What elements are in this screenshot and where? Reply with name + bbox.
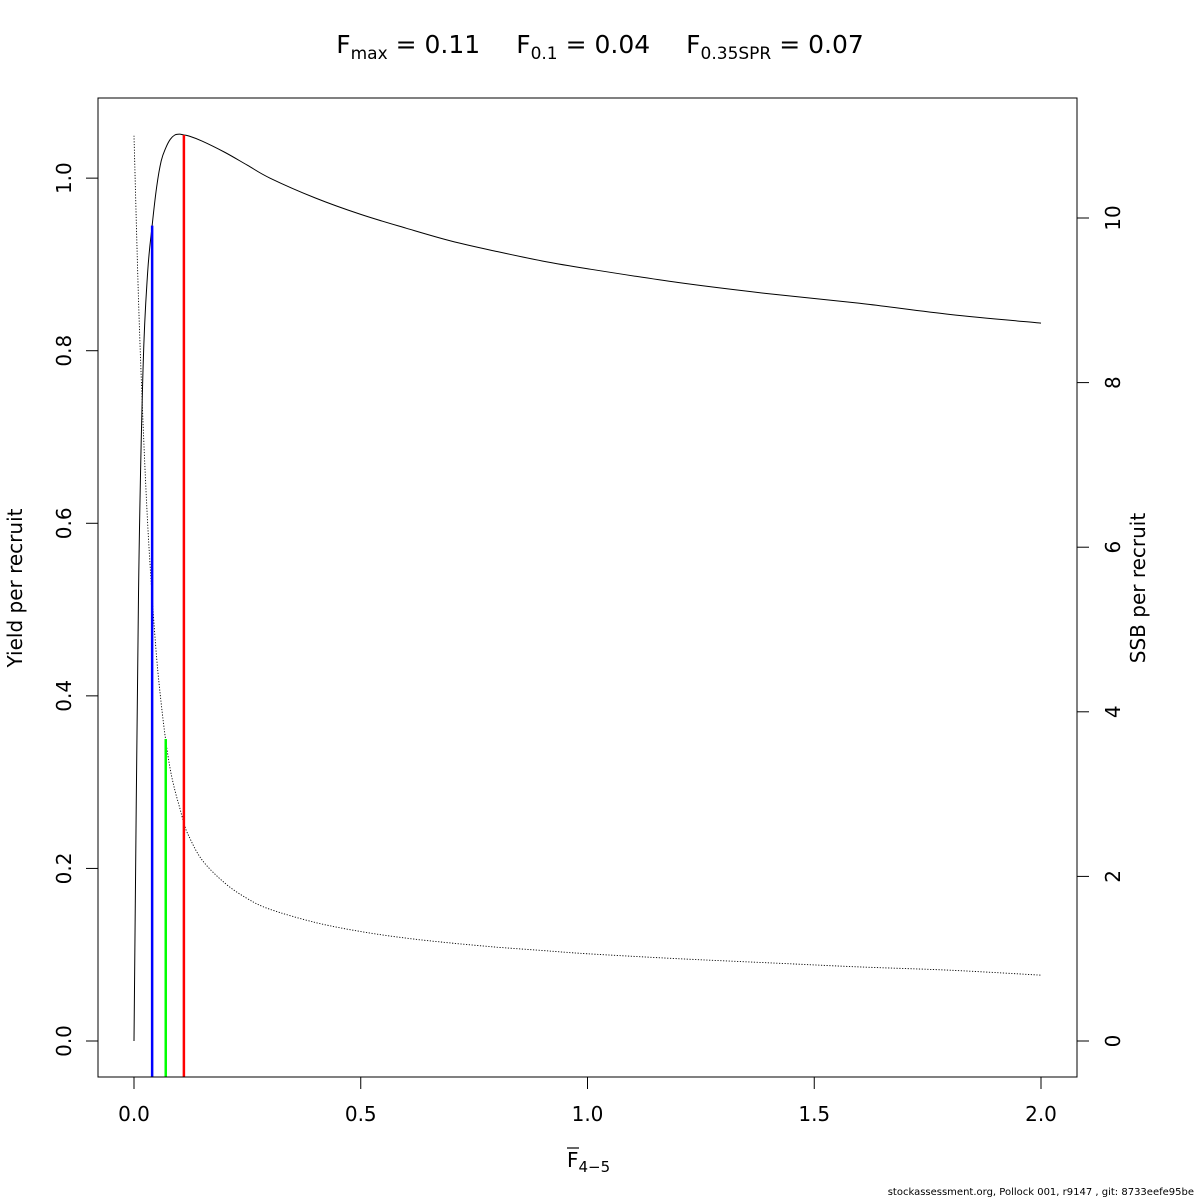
x-tick-label: 2.0 [1025,1102,1057,1126]
title-item-2: F0.35SPR = 0.07 [686,30,864,63]
x-tick-label: 0.0 [118,1102,150,1126]
chart-title: Fmax = 0.11 F0.1 = 0.04 F0.35SPR = 0.07 [0,30,1200,63]
y-left-tick-label: 0.2 [52,853,76,885]
footer-note: stockassessment.org, Pollock 001, r9147 … [887,1187,1194,1198]
x-axis-label-symbol: F [567,1148,579,1172]
y-left-tick-label: 0.4 [52,680,76,712]
x-axis-label: F4−5 [567,1148,610,1176]
title-symbol: F [516,30,531,59]
plot-frame [97,97,1078,1078]
y-right-tick-label: 8 [1101,376,1125,389]
y-right-tick-label: 10 [1101,205,1125,230]
y-right-tick-label: 6 [1101,541,1125,554]
y-right-axis-label: SSB per recruit [1126,513,1150,664]
title-value: = 0.11 [387,30,481,59]
title-value: = 0.04 [557,30,651,59]
y-left-tick-label: 0.6 [52,507,76,539]
x-tick-label: 1.5 [798,1102,830,1126]
title-value: = 0.07 [771,30,864,59]
title-item-0: Fmax = 0.11 [336,30,481,63]
x-axis-label-subscript: 4−5 [579,1158,611,1176]
title-symbol: F [686,30,701,59]
title-item-1: F0.1 = 0.04 [516,30,651,63]
y-left-axis-label: Yield per recruit [3,508,27,668]
y-right-tick-label: 4 [1101,705,1125,718]
y-right-tick-label: 0 [1101,1035,1125,1048]
yield-per-recruit-line [133,133,1042,1042]
x-tick-label: 0.5 [345,1102,377,1126]
y-right-tick-label: 2 [1101,870,1125,883]
title-subscript: 0.35SPR [700,44,772,64]
y-left-tick-label: 0.8 [52,335,76,367]
title-subscript: 0.1 [530,44,558,64]
y-left-tick-label: 0.0 [52,1025,76,1057]
title-symbol: F [336,30,351,59]
x-tick-label: 1.0 [572,1102,604,1126]
y-left-tick-label: 1.0 [52,162,76,194]
title-subscript: max [350,44,388,64]
ssb-per-recruit-line [133,135,1042,976]
